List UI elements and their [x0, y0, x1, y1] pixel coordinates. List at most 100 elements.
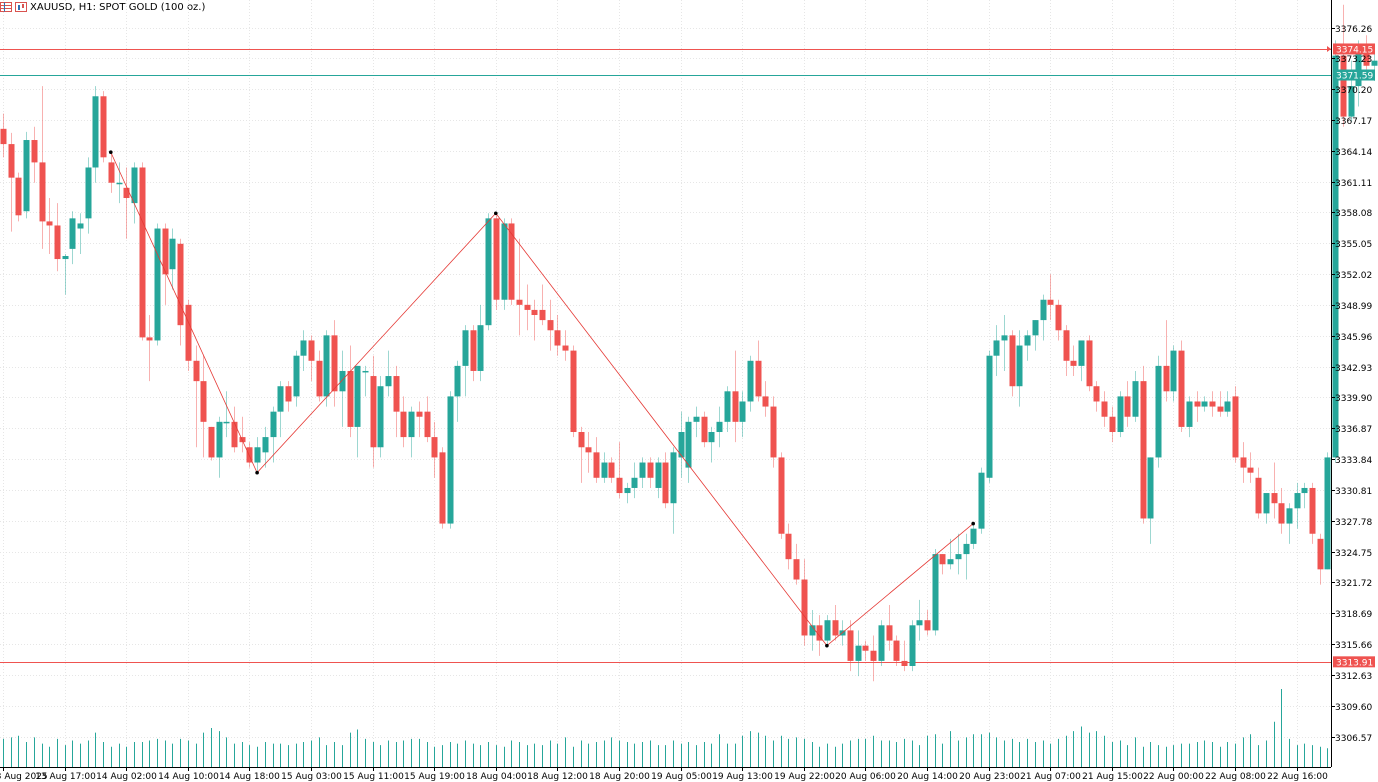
candle[interactable] [223, 391, 230, 438]
grid-table-icon[interactable] [0, 2, 12, 12]
candle[interactable] [1324, 452, 1331, 570]
candle[interactable] [462, 325, 469, 397]
candle[interactable] [978, 467, 985, 534]
candle[interactable] [1163, 320, 1170, 402]
candle[interactable] [370, 355, 377, 468]
candle[interactable] [308, 335, 315, 382]
candle[interactable] [608, 457, 615, 483]
candle[interactable] [362, 365, 369, 397]
candle[interactable] [1240, 442, 1247, 483]
candle[interactable] [1024, 330, 1031, 361]
price-lines[interactable] [0, 49, 1331, 663]
candle[interactable] [1132, 370, 1139, 422]
candle[interactable] [1178, 340, 1185, 433]
candle[interactable] [724, 386, 731, 433]
candle[interactable] [1070, 345, 1077, 377]
candle[interactable] [416, 401, 423, 438]
candle[interactable] [116, 162, 123, 204]
candle[interactable] [1209, 391, 1216, 417]
candle[interactable] [1140, 365, 1147, 524]
candle[interactable] [216, 416, 223, 478]
candle[interactable] [262, 426, 269, 468]
candle[interactable] [385, 350, 392, 397]
candle[interactable] [1063, 325, 1070, 377]
candle[interactable] [8, 132, 15, 232]
candle[interactable] [1278, 487, 1285, 534]
candle[interactable] [732, 350, 739, 443]
candle[interactable] [809, 610, 816, 651]
candle[interactable] [1124, 381, 1131, 427]
candle[interactable] [23, 131, 30, 219]
candle[interactable] [323, 330, 330, 407]
candle[interactable] [578, 426, 585, 483]
candle[interactable] [631, 462, 638, 499]
candle[interactable] [393, 365, 400, 438]
candle[interactable] [963, 533, 970, 580]
candle[interactable] [431, 421, 438, 478]
candle[interactable] [1301, 482, 1308, 509]
candle[interactable] [655, 457, 662, 499]
candle[interactable] [1217, 391, 1224, 417]
candle[interactable] [485, 213, 492, 331]
candle[interactable] [339, 350, 346, 427]
candle[interactable] [31, 126, 38, 183]
candle[interactable] [986, 350, 993, 483]
candle[interactable] [85, 157, 92, 234]
candle[interactable] [878, 620, 885, 666]
candle[interactable] [1055, 299, 1062, 341]
candle[interactable] [1078, 340, 1085, 382]
candle[interactable] [1232, 386, 1239, 463]
candle[interactable] [524, 284, 531, 331]
candle[interactable] [285, 381, 292, 412]
candle[interactable] [1186, 396, 1193, 438]
candle[interactable] [54, 203, 61, 272]
candle[interactable] [508, 218, 515, 305]
candle[interactable] [15, 172, 22, 222]
candle[interactable] [855, 630, 862, 677]
candle[interactable] [123, 167, 130, 239]
candle[interactable] [770, 396, 777, 468]
candle[interactable] [1194, 391, 1201, 422]
candle[interactable] [762, 381, 769, 417]
candle[interactable] [824, 615, 831, 646]
candle[interactable] [1109, 406, 1116, 443]
candle[interactable] [924, 610, 931, 636]
candle[interactable] [1286, 503, 1293, 544]
candle[interactable] [1170, 345, 1177, 402]
candle[interactable] [177, 238, 184, 346]
candle[interactable] [354, 365, 361, 458]
candle[interactable] [300, 330, 307, 371]
candle[interactable] [901, 640, 908, 672]
candle[interactable] [1332, 40, 1339, 463]
candle[interactable] [516, 238, 523, 336]
candle[interactable] [239, 416, 246, 453]
candle[interactable] [146, 315, 153, 382]
candle[interactable] [270, 406, 277, 463]
candle[interactable] [69, 211, 76, 265]
candle[interactable] [254, 437, 261, 473]
candle[interactable] [693, 406, 700, 438]
candle[interactable] [862, 640, 869, 661]
candle[interactable] [0, 113, 7, 158]
candle[interactable] [1247, 452, 1254, 483]
candle[interactable] [231, 406, 238, 453]
candle[interactable] [570, 345, 577, 438]
candle[interactable] [601, 452, 608, 483]
candle[interactable] [208, 426, 215, 461]
candle[interactable] [1255, 467, 1262, 519]
candle[interactable] [947, 538, 954, 570]
candle[interactable] [501, 218, 508, 310]
chart-window-icon[interactable] [15, 2, 27, 12]
candle[interactable] [1040, 294, 1047, 341]
candle[interactable] [293, 350, 300, 407]
candle[interactable] [470, 325, 477, 382]
candle[interactable] [1032, 320, 1039, 351]
candle[interactable] [493, 213, 500, 310]
candle[interactable] [893, 635, 900, 666]
candle[interactable] [993, 325, 1000, 377]
candle[interactable] [169, 228, 176, 290]
candle[interactable] [847, 620, 854, 672]
candle[interactable] [1309, 482, 1316, 544]
candle[interactable] [739, 391, 746, 438]
